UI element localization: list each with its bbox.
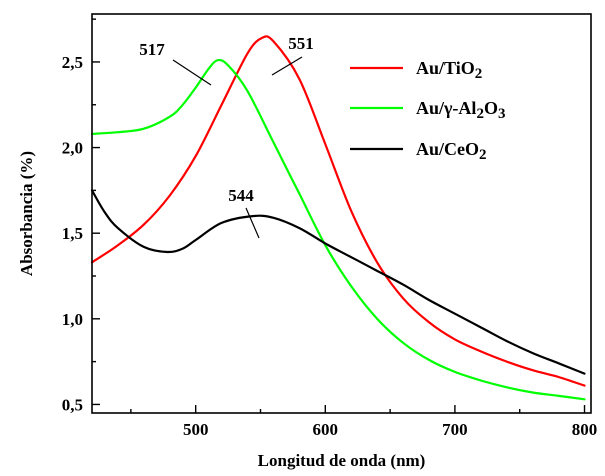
- legend-label-au-ceo2: Au/CeO2: [416, 139, 487, 163]
- x-axis-title: Longitud de onda (nm): [258, 451, 426, 470]
- x-tick-label: 800: [572, 420, 598, 439]
- y-axis-title: Absorbancia (%): [17, 151, 36, 276]
- peak-leader-544: [245, 207, 260, 239]
- annotation-layer: 517 551 544: [139, 34, 314, 239]
- y-tick-label: 1,0: [62, 310, 83, 329]
- series-line-au-tio2: [90, 35, 586, 387]
- peak-label-544: 544: [228, 186, 254, 205]
- peak-leader-517: [172, 59, 212, 86]
- x-tick-label: 600: [313, 420, 339, 439]
- x-tick-label: 500: [183, 420, 209, 439]
- legend-label-au-al2o3: Au/γ-Al2O3: [416, 98, 505, 122]
- peak-label-551: 551: [288, 34, 314, 53]
- series-line-au-ceo2: [90, 189, 586, 375]
- series-line-au-al2: [90, 58, 586, 401]
- legend-label-au-tio2: Au/TiO2: [416, 58, 482, 82]
- y-tick-label: 2,5: [62, 53, 83, 72]
- y-tick-label: 0,5: [62, 395, 83, 414]
- peak-label-517: 517: [139, 40, 165, 59]
- series-layer: [90, 35, 586, 401]
- legend: Au/TiO2 Au/γ-Al2O3 Au/CeO2: [350, 58, 505, 163]
- y-tick-label: 2,0: [62, 139, 83, 158]
- y-tick-label: 1,5: [62, 224, 83, 243]
- tick-layer: 500 600 700 800 0,5 1,0 1,5 2,0 2,5: [62, 18, 598, 439]
- plot-frame: [91, 13, 592, 414]
- x-tick-label: 700: [442, 420, 468, 439]
- peak-leader-551: [271, 56, 303, 76]
